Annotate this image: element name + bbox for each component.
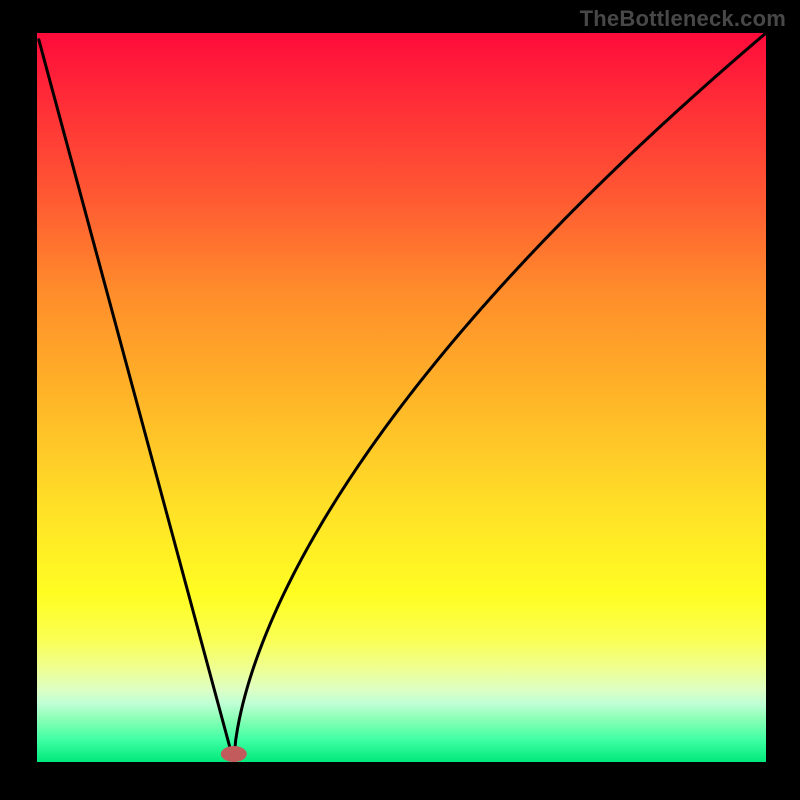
watermark-text: TheBottleneck.com bbox=[580, 6, 786, 32]
plot-frame bbox=[37, 33, 766, 762]
bottleneck-curve bbox=[39, 33, 766, 762]
plot-svg bbox=[37, 33, 766, 762]
optimum-marker bbox=[221, 746, 247, 762]
